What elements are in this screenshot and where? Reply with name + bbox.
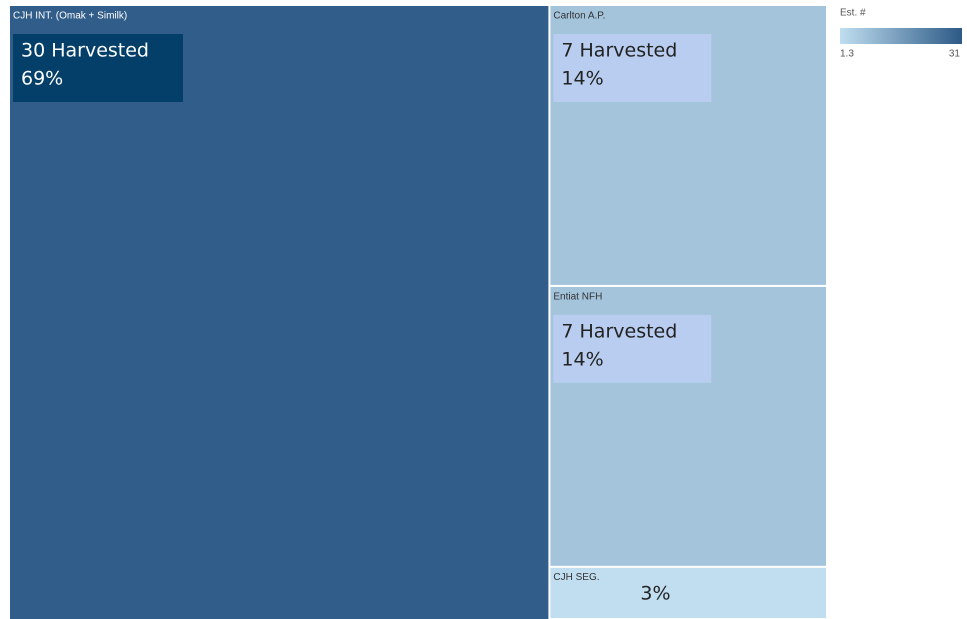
value-label: 30 Harvested [21, 40, 149, 62]
legend-title: Est. # [840, 7, 866, 18]
legend-min: 1.3 [840, 48, 854, 59]
tile-rect [10, 6, 549, 619]
tile: Carlton A.P. 7 Harvested 14% [550, 6, 826, 285]
percent-label: 69% [21, 68, 63, 90]
value-label: 7 Harvested [561, 321, 677, 343]
label-box [553, 34, 712, 102]
tile: Entiat NFH 7 Harvested 14% [550, 286, 826, 566]
tile: CJH SEG. 3% [550, 567, 826, 618]
percent-label: 14% [561, 68, 603, 90]
legend-gradient [840, 28, 962, 44]
label-box [13, 34, 183, 102]
tile-rect [550, 567, 826, 618]
tile-category: Entiat NFH [553, 291, 602, 302]
tile-category: CJH INT. (Omak + Similk) [13, 10, 127, 21]
label-box [553, 314, 712, 383]
percent-label: 14% [561, 349, 603, 371]
tile-category: Carlton A.P. [553, 10, 605, 21]
tile: CJH INT. (Omak + Similk) 30 Harvested 69% [10, 6, 549, 619]
value-label: 7 Harvested [561, 40, 677, 62]
legend-max: 31 [949, 48, 961, 59]
tile-category: CJH SEG. [553, 572, 599, 583]
percent-label: 3% [640, 582, 670, 604]
